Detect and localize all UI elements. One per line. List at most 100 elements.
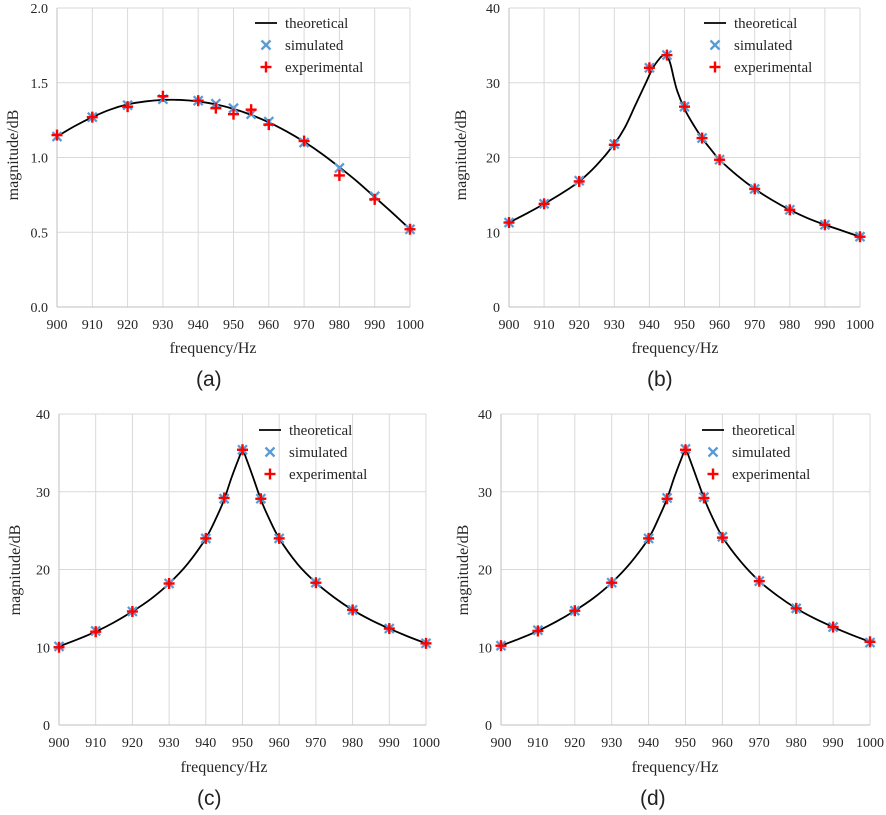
legend: theoretical simulated experimental <box>704 16 812 76</box>
y-axis-label: magnitude/dB <box>5 110 22 201</box>
x-tick-label: 980 <box>342 736 363 751</box>
chart-a: 900 910 920 930 940 950 960 970 980 990 1000 0.0 0.5… <box>5 2 424 357</box>
x-tick-label: 900 <box>499 318 520 333</box>
experimental-point <box>404 223 416 235</box>
x-tick-label: 930 <box>601 736 622 751</box>
experimental-point <box>606 577 618 589</box>
experimental-point <box>716 532 728 544</box>
legend-simulated-swatch <box>707 446 719 458</box>
y-tick-label: 20 <box>36 564 50 579</box>
legend-experimental-swatch <box>709 61 721 73</box>
x-tick-label: 1000 <box>412 736 440 751</box>
x-axis-label: frequency/Hz <box>180 759 267 776</box>
y-tick-label: 0.5 <box>31 226 49 241</box>
x-tick-label: 910 <box>527 736 548 751</box>
x-tick-label: 940 <box>195 736 216 751</box>
experimental-point <box>819 219 831 231</box>
simulated-point <box>334 162 345 174</box>
x-tick-label: 960 <box>712 736 733 751</box>
experimental-point <box>495 640 507 652</box>
x-axis-label: frequency/Hz <box>631 759 718 776</box>
caption-b: (b) <box>647 368 673 391</box>
experimental-point <box>643 532 655 544</box>
y-tick-label: 40 <box>486 2 500 17</box>
x-tick-label: 940 <box>639 318 660 333</box>
experimental-point <box>714 154 726 166</box>
experimental-point <box>573 175 585 187</box>
experimental-point <box>90 626 102 638</box>
legend: theoretical simulated experimental <box>259 423 367 483</box>
y-axis-label: magnitude/dB <box>455 525 472 616</box>
caption-c: (c) <box>197 787 222 810</box>
x-tick-label: 950 <box>232 736 253 751</box>
legend-theoretical-label: theoretical <box>289 423 352 439</box>
legend-experimental-label: experimental <box>289 467 367 483</box>
x-tick-label: 970 <box>744 318 765 333</box>
x-tick-label: 910 <box>82 318 103 333</box>
experimental-point <box>679 101 690 113</box>
x-tick-label: 980 <box>779 318 800 333</box>
experimental-point <box>273 532 285 544</box>
y-tick-label: 40 <box>478 408 492 423</box>
experimental-point <box>237 444 248 456</box>
experimental-point <box>245 104 257 116</box>
y-axis-label: magnitude/dB <box>453 110 470 201</box>
y-tick-label: 0.0 <box>31 301 49 316</box>
legend-simulated-label: simulated <box>732 445 791 461</box>
experimental-point <box>661 49 673 61</box>
x-tick-label: 940 <box>188 318 209 333</box>
x-tick-label: 930 <box>604 318 625 333</box>
legend-simulated-label: simulated <box>289 445 348 461</box>
simulated-point <box>228 102 239 114</box>
x-tick-label: 920 <box>122 736 143 751</box>
legend-theoretical-label: theoretical <box>734 16 797 32</box>
x-tick-label: 910 <box>534 318 555 333</box>
experimental-point <box>192 95 204 107</box>
experimental-point <box>51 129 63 141</box>
legend-simulated-swatch <box>260 39 272 51</box>
experimental-point <box>538 198 550 210</box>
y-tick-label: 10 <box>486 226 500 241</box>
x-tick-label: 1000 <box>396 318 424 333</box>
y-tick-label: 1.5 <box>31 77 49 92</box>
x-tick-label: 970 <box>305 736 326 751</box>
legend-simulated-label: simulated <box>285 38 344 54</box>
caption-d: (d) <box>640 787 666 810</box>
x-tick-label: 920 <box>569 318 590 333</box>
gridlines <box>500 413 871 726</box>
experimental-point <box>218 492 230 504</box>
y-tick-label: 30 <box>486 77 500 92</box>
experimental-point <box>827 621 839 633</box>
legend-experimental-label: experimental <box>732 467 810 483</box>
legend-theoretical-label: theoretical <box>732 423 795 439</box>
experimental-point <box>347 604 359 616</box>
legend-experimental-label: experimental <box>734 60 812 76</box>
gridlines <box>56 7 411 308</box>
x-tick-label: 960 <box>269 736 290 751</box>
y-tick-label: 10 <box>36 641 50 656</box>
y-tick-label: 30 <box>478 486 492 501</box>
chart-b: 900 910 920 930 940 950 960 970 980 990 1000 0 10 20 3… <box>453 2 874 357</box>
gridlines <box>508 7 861 308</box>
legend-experimental-swatch <box>260 61 272 73</box>
y-tick-label: 2.0 <box>31 2 49 17</box>
experimental-point <box>503 217 515 229</box>
experimental-point <box>210 102 222 114</box>
experimental-point <box>696 132 708 144</box>
experimental-point <box>200 532 212 544</box>
gridlines <box>58 413 427 726</box>
x-tick-label: 920 <box>117 318 138 333</box>
x-tick-label: 900 <box>49 736 70 751</box>
y-tick-label: 40 <box>36 408 50 423</box>
caption-a: (a) <box>196 368 222 391</box>
experimental-point <box>532 625 544 637</box>
legend-simulated-swatch <box>709 39 721 51</box>
x-tick-label: 960 <box>258 318 279 333</box>
legend: theoretical simulated experimental <box>702 423 810 483</box>
chart-d: 900 910 920 930 940 950 960 970 980 990 1000 0 10 20 3… <box>455 408 884 776</box>
experimental-point <box>790 602 802 614</box>
x-tick-label: 940 <box>638 736 659 751</box>
y-tick-label: 30 <box>36 486 50 501</box>
y-tick-label: 1.0 <box>31 152 49 167</box>
